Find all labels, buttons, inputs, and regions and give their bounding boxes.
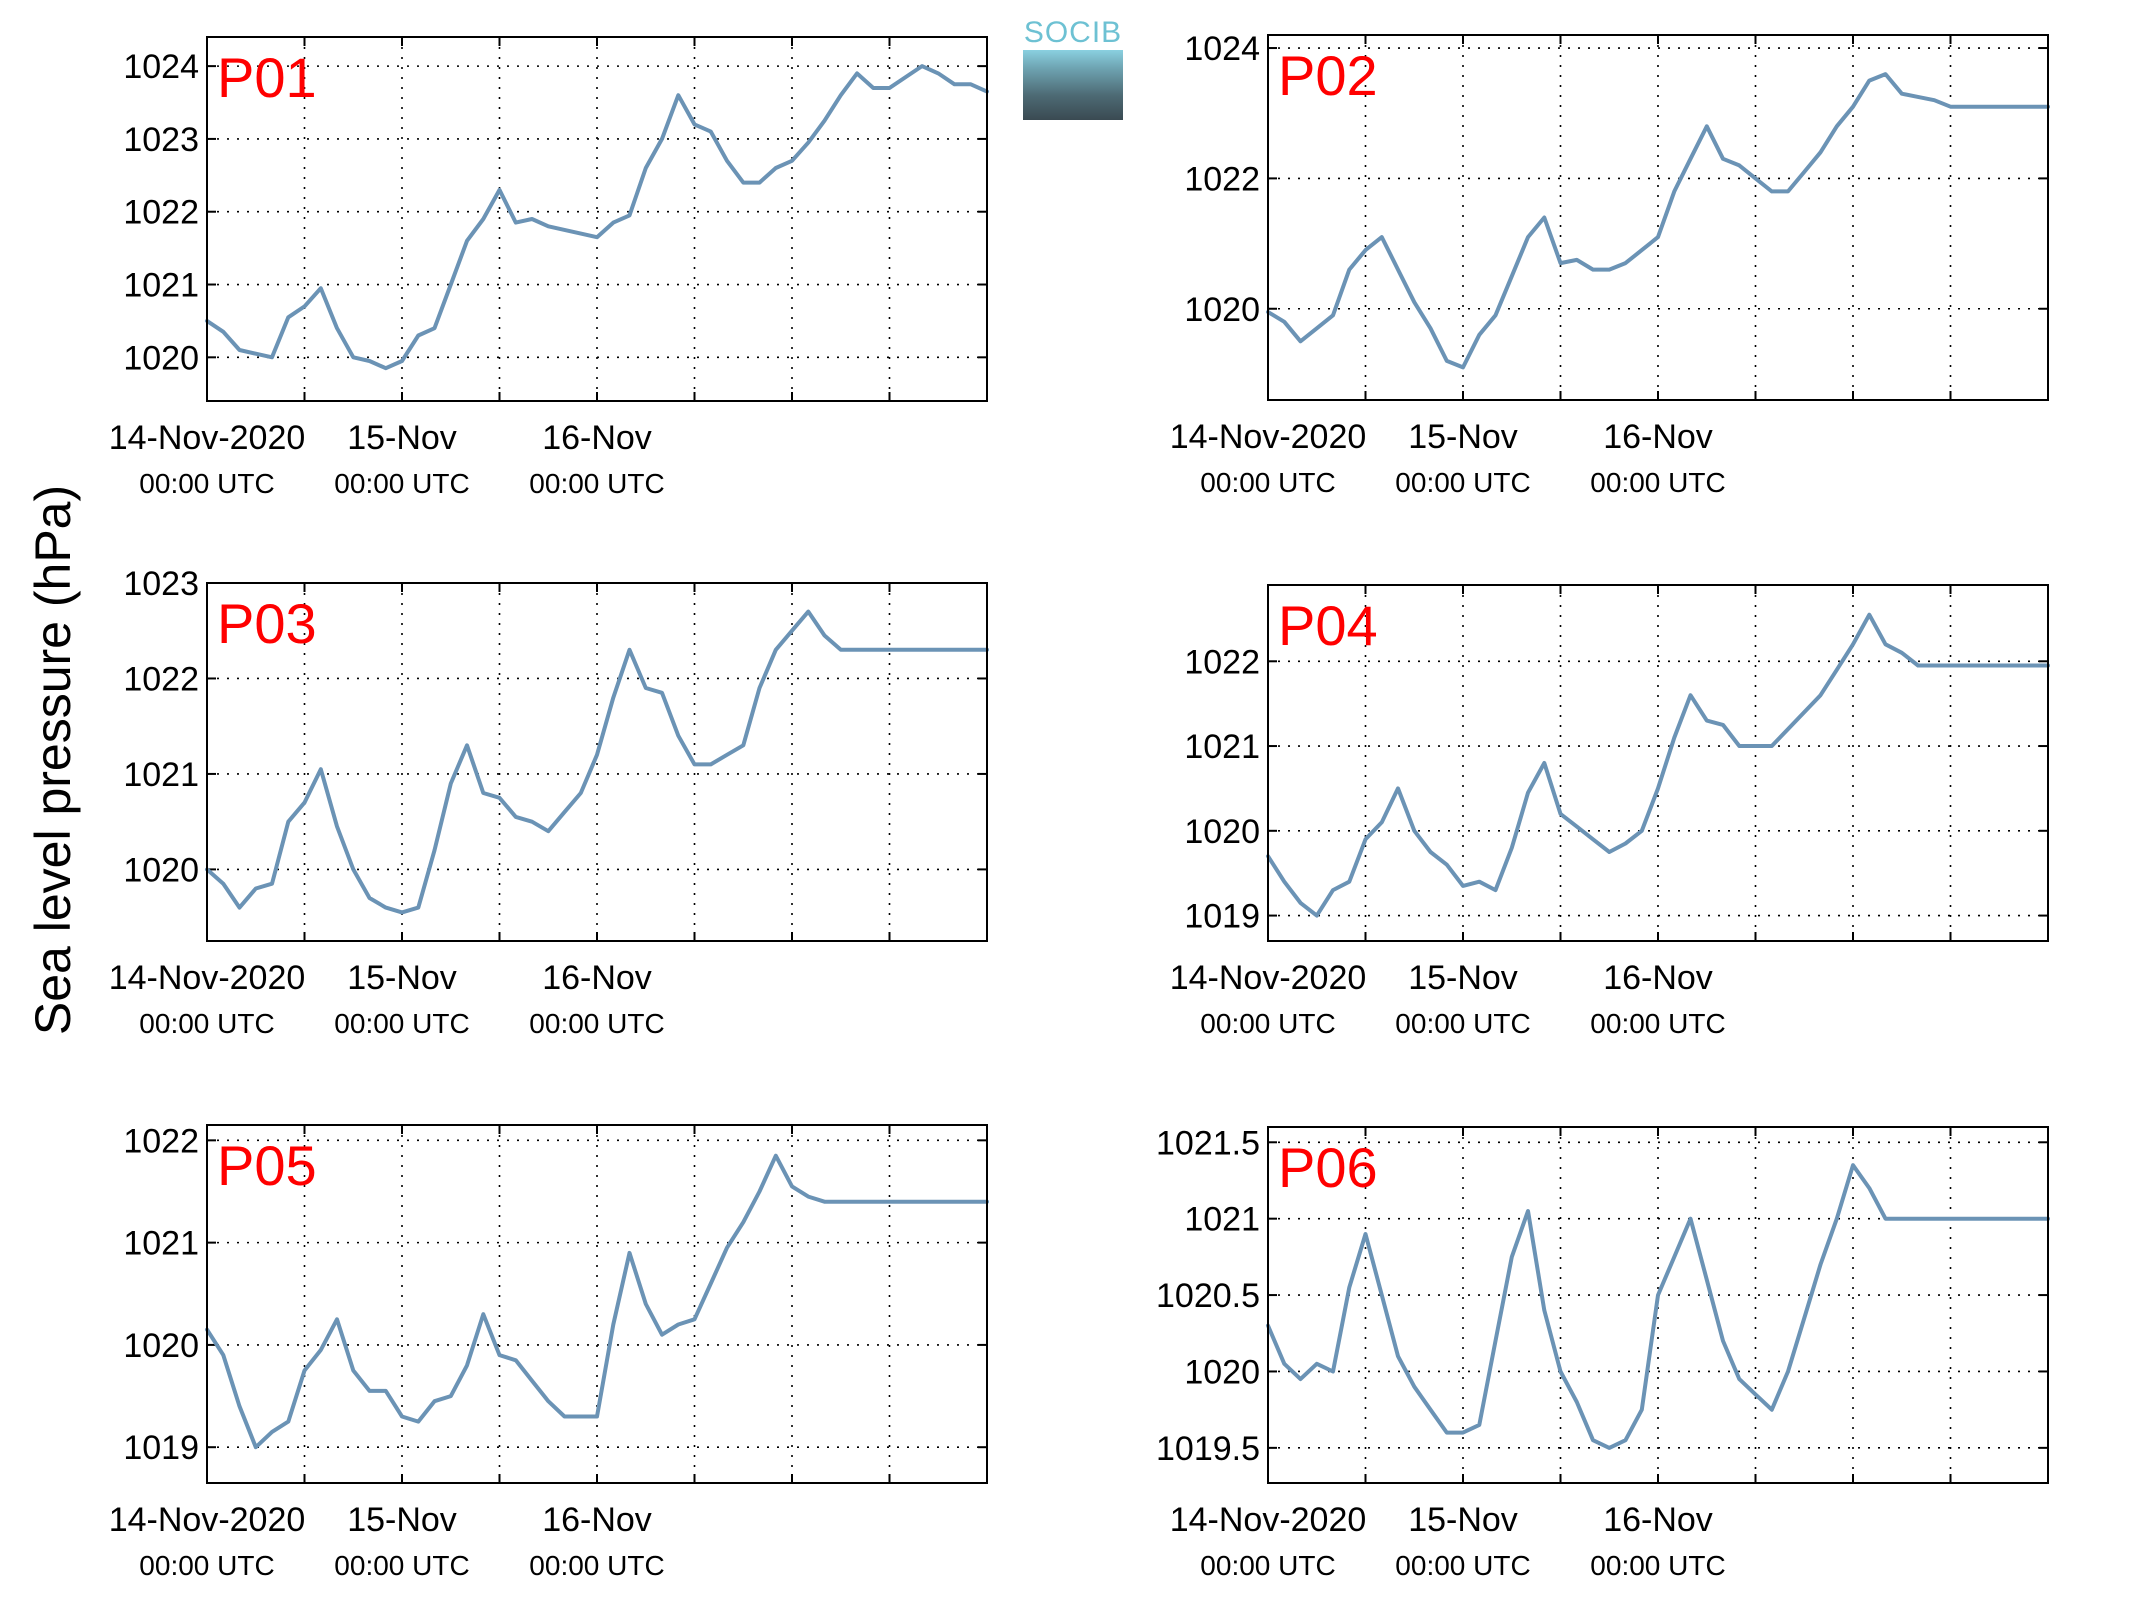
panel-label: P05 — [217, 1134, 317, 1197]
panel-label: P04 — [1278, 594, 1378, 657]
panel-p04: 1019 1020 1021 1022 14-Nov-2020 00:00 UTC 15-N… — [1170, 584, 2050, 1039]
y-tick-label: 1022 — [1184, 160, 1260, 198]
x-tick-label-date: 15-Nov — [1408, 418, 1518, 456]
panel-p05: 1019 1020 1021 1022 14-Nov-2020 00:00 UTC 15-N… — [109, 1122, 989, 1581]
x-tick-label-date: 15-Nov — [347, 419, 457, 457]
y-tick-label: 1024 — [1184, 30, 1260, 68]
x-tick-label-time: 00:00 UTC — [1395, 467, 1530, 498]
x-tick-label-time: 00:00 UTC — [139, 468, 274, 499]
panel-label: P06 — [1278, 1136, 1378, 1199]
y-tick-label: 1020.5 — [1156, 1277, 1260, 1315]
panel-p02: 1020 1022 1024 14-Nov-2020 00:00 UTC 15-Nov 00… — [1170, 30, 2050, 498]
y-tick-label: 1023 — [123, 565, 199, 603]
series-line — [1266, 612, 2050, 918]
x-tick-label-time: 00:00 UTC — [1395, 1550, 1530, 1581]
y-tick-label: 1019.5 — [1156, 1430, 1260, 1468]
y-tick-label: 1024 — [123, 48, 199, 86]
y-tick-label: 1022 — [123, 1122, 199, 1160]
panel-p03: 1020 1021 1022 1023 14-Nov-2020 00:00 UTC 15-N… — [109, 565, 989, 1039]
axes-frame — [206, 1124, 988, 1484]
x-tick-label-time: 00:00 UTC — [1200, 1008, 1335, 1039]
series-line — [205, 609, 989, 915]
y-tick-label: 1023 — [123, 121, 199, 159]
y-tick-label: 1022 — [1184, 643, 1260, 681]
y-tick-label: 1021.5 — [1156, 1124, 1260, 1162]
x-tick-label-time: 00:00 UTC — [529, 1008, 664, 1039]
x-tick-label-date: 16-Nov — [1603, 1501, 1713, 1539]
axes-frame — [1267, 584, 2049, 942]
y-tick-label: 1021 — [123, 1225, 199, 1263]
series-line — [205, 1153, 989, 1450]
y-axis-label: Sea level pressure (hPa) — [25, 485, 81, 1035]
y-tick-label: 1021 — [1184, 1201, 1260, 1239]
x-tick-label-date: 14-Nov-2020 — [1170, 959, 1367, 997]
x-tick-label-date: 14-Nov-2020 — [1170, 1501, 1367, 1539]
y-tick-label: 1021 — [123, 267, 199, 305]
y-tick-label: 1022 — [123, 660, 199, 698]
y-tick-label: 1020 — [1184, 813, 1260, 851]
series-line — [1266, 1163, 2050, 1450]
x-tick-label-time: 00:00 UTC — [334, 1550, 469, 1581]
x-tick-label-time: 00:00 UTC — [1590, 1550, 1725, 1581]
x-tick-label-date: 16-Nov — [542, 1501, 652, 1539]
x-tick-label-time: 00:00 UTC — [334, 468, 469, 499]
panel-label: P01 — [217, 46, 317, 109]
panel-label: P03 — [217, 592, 317, 655]
x-tick-label-date: 16-Nov — [542, 959, 652, 997]
x-tick-label-time: 00:00 UTC — [1200, 1550, 1335, 1581]
logo-block — [1023, 50, 1123, 120]
x-tick-label-time: 00:00 UTC — [1590, 467, 1725, 498]
y-tick-label: 1020 — [123, 1327, 199, 1365]
axes-frame — [206, 36, 988, 402]
x-tick-label-date: 14-Nov-2020 — [1170, 418, 1367, 456]
y-tick-label: 1020 — [1184, 291, 1260, 329]
axes-frame — [1267, 34, 2049, 401]
x-tick-label-date: 16-Nov — [542, 419, 652, 457]
x-tick-label-time: 00:00 UTC — [1590, 1008, 1725, 1039]
y-tick-label: 1022 — [123, 194, 199, 232]
x-tick-label-date: 16-Nov — [1603, 418, 1713, 456]
x-tick-label-time: 00:00 UTC — [139, 1008, 274, 1039]
logo-text: SOCIB — [1023, 16, 1123, 49]
panel-label: P02 — [1278, 44, 1378, 107]
x-tick-label-time: 00:00 UTC — [139, 1550, 274, 1581]
socib-logo: SOCIB — [1023, 14, 1123, 122]
x-tick-label-date: 14-Nov-2020 — [109, 1501, 306, 1539]
panel-p06: 1019.5 1020 1020.5 1021 1021.5 14-Nov-2020 00:… — [1156, 1124, 2050, 1581]
x-tick-label-time: 00:00 UTC — [1395, 1008, 1530, 1039]
y-tick-label: 1019 — [1184, 898, 1260, 936]
y-tick-label: 1020 — [123, 339, 199, 377]
x-tick-label-time: 00:00 UTC — [334, 1008, 469, 1039]
y-tick-label: 1020 — [1184, 1353, 1260, 1391]
x-tick-label-date: 14-Nov-2020 — [109, 419, 306, 457]
axes-frame — [206, 582, 988, 942]
x-tick-label-date: 15-Nov — [1408, 959, 1518, 997]
x-tick-label-date: 15-Nov — [347, 959, 457, 997]
x-tick-label-time: 00:00 UTC — [529, 1550, 664, 1581]
series-line — [1266, 72, 2050, 370]
y-tick-label: 1021 — [1184, 728, 1260, 766]
y-tick-label: 1020 — [123, 851, 199, 889]
y-tick-label: 1019 — [123, 1429, 199, 1467]
x-tick-label-time: 00:00 UTC — [1200, 467, 1335, 498]
x-tick-label-date: 16-Nov — [1603, 959, 1713, 997]
x-tick-label-date: 14-Nov-2020 — [109, 959, 306, 997]
y-tick-label: 1021 — [123, 756, 199, 794]
x-tick-label-date: 15-Nov — [1408, 1501, 1518, 1539]
series-line — [205, 64, 989, 371]
axes-frame — [1267, 1126, 2049, 1484]
panel-p01: 1020 1021 1022 1023 1024 14-Nov-2020 00:00 UTC… — [109, 36, 989, 499]
x-tick-label-date: 15-Nov — [347, 1501, 457, 1539]
x-tick-label-time: 00:00 UTC — [529, 468, 664, 499]
